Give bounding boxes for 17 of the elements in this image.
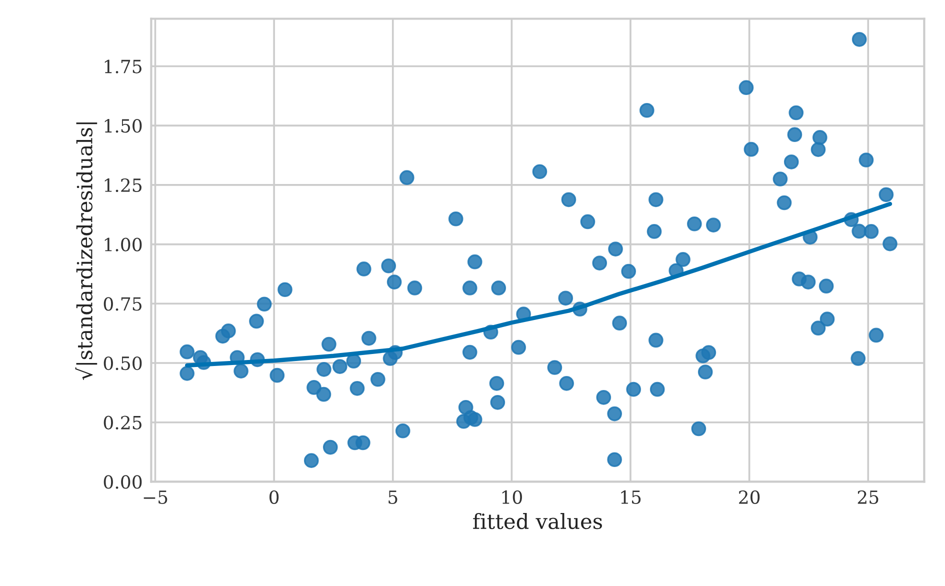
y-tick-label: 0.25 (104, 416, 142, 430)
y-tick-label: 0.75 (104, 297, 142, 311)
x-axis-title: fitted values (473, 513, 602, 530)
y-tick-label: 1.00 (104, 238, 142, 252)
y-tick-label: 1.50 (104, 119, 142, 133)
y-tick-label: 1.25 (104, 178, 142, 192)
x-tick-label: −5 (144, 490, 168, 504)
y-axis-title: √|standardizedresiduals| (75, 122, 98, 380)
x-tick-label: 20 (739, 490, 760, 504)
x-tick-label: 10 (502, 490, 522, 504)
y-tick-label: 0.00 (104, 475, 142, 489)
x-tick-label: 5 (388, 490, 398, 504)
x-tick-label: 15 (621, 490, 641, 504)
y-tick-label: 1.75 (104, 60, 142, 74)
x-tick-label: 25 (858, 490, 878, 504)
y-tick-label: 0.50 (104, 356, 142, 370)
x-tick-label: 0 (270, 490, 279, 504)
